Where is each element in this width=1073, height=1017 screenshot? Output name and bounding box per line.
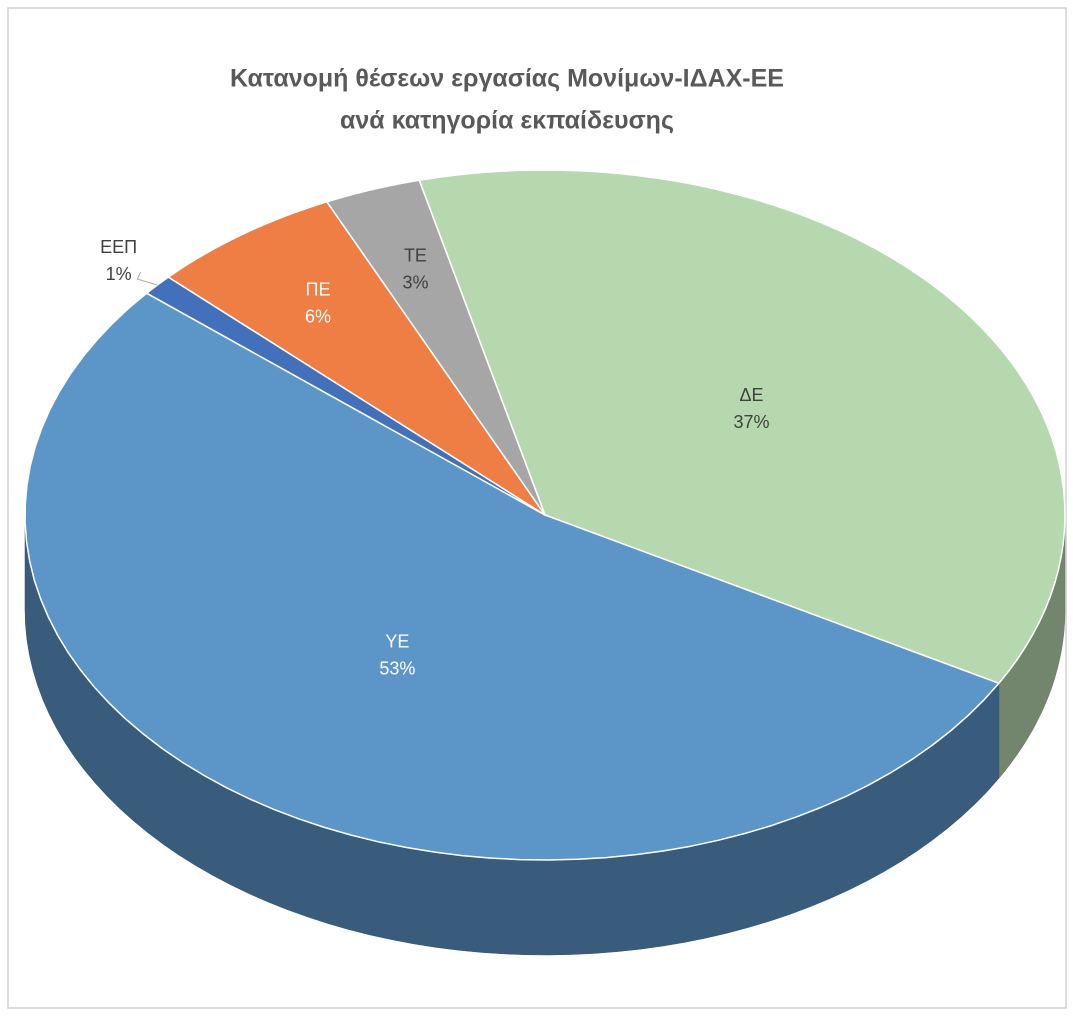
slice <box>24 292 1000 861</box>
slice <box>167 201 546 516</box>
data-label-value: 6% <box>305 306 331 326</box>
data-label-value: 1% <box>106 264 132 284</box>
data-label-value: 53% <box>379 659 415 679</box>
data-label-category: ΕΕΠ <box>100 237 137 257</box>
slice <box>326 179 546 516</box>
data-label-category: ΥΕ <box>385 632 409 652</box>
slice <box>145 276 546 516</box>
data-label-value: 37% <box>734 412 770 432</box>
data-label-category: ΔΕ <box>740 385 764 405</box>
data-label-category: ΠΕ <box>305 279 330 299</box>
chart-title: Κατανομή θέσεων εργασίας Μονίμων-ΙΔΑΧ-ΕΕ <box>230 65 784 93</box>
labels: ΔΕ 37% ΥΕ 53% ΕΕΠ 1% ΠΕ 6% ΤΕ 3% <box>100 237 769 679</box>
data-label-value: 3% <box>402 273 428 293</box>
slice-tops <box>24 169 1066 861</box>
leader-line <box>136 271 158 286</box>
chart-title: ανά κατηγορία εκπαίδευσης <box>340 107 674 135</box>
slice <box>418 169 1066 685</box>
data-label-category: ΤΕ <box>404 246 427 266</box>
